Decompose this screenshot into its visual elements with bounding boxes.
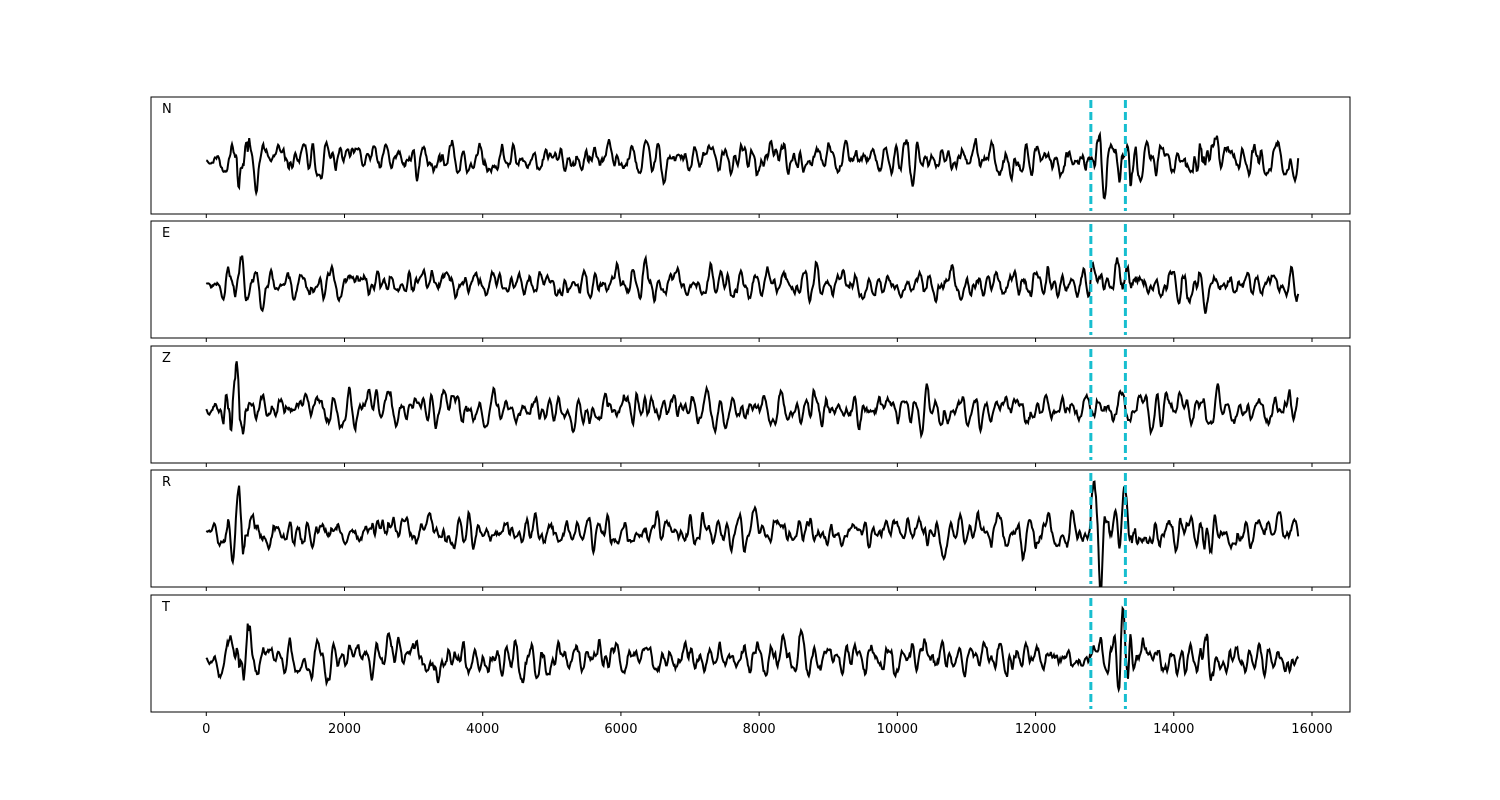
x-tick-label: 2000 xyxy=(328,722,361,737)
panel-label-t: T xyxy=(161,600,170,615)
trace-r xyxy=(205,480,1300,587)
panel-label-r: R xyxy=(162,475,171,490)
trace-n xyxy=(205,130,1300,200)
x-tick-label: 12000 xyxy=(1015,722,1056,737)
panel-t: T xyxy=(150,594,1351,716)
x-tick-label: 8000 xyxy=(743,722,776,737)
trace-panels: N E Z R T xyxy=(150,96,1351,716)
panel-z: Z xyxy=(150,345,1351,467)
panel-label-n: N xyxy=(162,102,172,117)
panel-n: N xyxy=(150,96,1351,218)
trace-z xyxy=(205,361,1299,440)
x-tick-label: 4000 xyxy=(466,722,499,737)
panel-frame xyxy=(150,469,1351,588)
panel-frame xyxy=(150,594,1351,713)
x-tick-label: 14000 xyxy=(1153,722,1194,737)
panel-label-e: E xyxy=(162,226,170,241)
x-tick-label: 10000 xyxy=(877,722,918,737)
panel-frame xyxy=(150,96,1351,215)
trace-e xyxy=(205,254,1300,314)
trace-t xyxy=(205,605,1300,694)
x-tick-label: 0 xyxy=(202,722,210,737)
x-axis: 0 2000 4000 6000 8000 10000 12000 14000 16000 xyxy=(202,722,1333,737)
panel-frame xyxy=(150,220,1351,339)
x-tick-label: 16000 xyxy=(1291,722,1332,737)
panel-label-z: Z xyxy=(162,351,171,366)
panel-frame xyxy=(150,345,1351,464)
panel-e: E xyxy=(150,220,1351,342)
x-tick-label: 6000 xyxy=(604,722,637,737)
panel-r: R xyxy=(150,469,1351,591)
